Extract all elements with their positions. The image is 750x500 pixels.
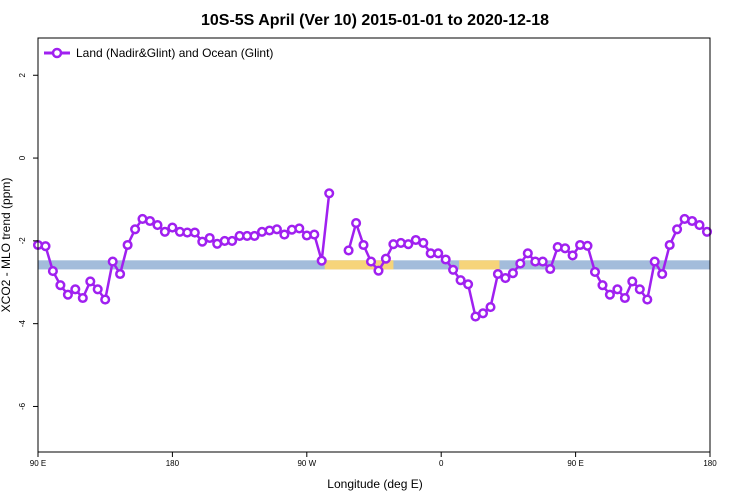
data-point (522, 248, 533, 259)
data-point (279, 229, 290, 240)
data-point (316, 255, 327, 266)
data-point (152, 220, 163, 231)
data-point (358, 239, 369, 251)
data-point (144, 215, 156, 227)
legend-label: Land (Nadir&Glint) and Ocean (Glint) (76, 46, 273, 60)
data-point (515, 258, 526, 269)
data-point (500, 273, 511, 284)
y-tick-label: 0 (18, 155, 27, 160)
data-point (365, 256, 377, 267)
data-point (589, 266, 601, 277)
x-tick-label: 90 W (297, 459, 316, 468)
data-point (380, 253, 391, 264)
data-point (560, 243, 571, 254)
data-point (115, 268, 126, 280)
data-point (694, 220, 705, 231)
data-point (657, 268, 668, 280)
data-point (77, 292, 88, 304)
data-point (40, 241, 51, 252)
data-point (130, 224, 141, 235)
data-point (197, 236, 208, 247)
data-point (649, 256, 660, 267)
legend-marker-swatch (51, 47, 63, 59)
data-point (612, 284, 623, 295)
data-point (455, 275, 466, 286)
data-point (294, 223, 305, 234)
data-point (343, 245, 354, 256)
data-point (309, 229, 320, 240)
data-point (227, 235, 238, 246)
data-point (249, 230, 260, 241)
y-tick-label: -2 (18, 237, 27, 245)
data-point (100, 294, 111, 305)
data-point (642, 294, 653, 305)
data-point (627, 276, 638, 287)
data-point (418, 237, 429, 248)
data-point (373, 265, 384, 276)
data-point (159, 226, 170, 237)
data-point (687, 215, 698, 227)
data-point (463, 279, 474, 290)
series-layer (32, 188, 713, 322)
chart-title: 10S-5S April (Ver 10) 2015-01-01 to 2020… (201, 12, 549, 29)
x-tick-label: 180 (166, 459, 180, 468)
x-tick-label: 0 (439, 459, 444, 468)
data-point (271, 224, 282, 235)
data-point (672, 224, 683, 235)
data-point (92, 284, 103, 295)
data-point (107, 256, 118, 267)
data-point (55, 280, 66, 291)
plot-frame (37, 37, 711, 453)
data-point (47, 266, 58, 277)
land-band-segment (459, 260, 500, 270)
data-point (204, 232, 215, 244)
data-point (507, 268, 518, 279)
data-point (604, 289, 615, 300)
data-point (122, 239, 133, 251)
y-tick-label: 2 (18, 72, 27, 77)
y-axis-label: XCO2 - MLO trend (ppm) (0, 178, 13, 313)
x-tick-label: 180 (703, 459, 717, 468)
y-tick-label: -6 (18, 402, 27, 410)
legend: Land (Nadir&Glint) and Ocean (Glint) (44, 46, 273, 60)
x-tick-label: 90 E (30, 459, 46, 468)
data-point (582, 240, 593, 251)
data-point (634, 284, 645, 295)
data-point (545, 263, 556, 275)
data-point (85, 276, 96, 287)
land-band-segment (324, 260, 394, 270)
data-point (567, 250, 578, 261)
data-point (440, 254, 451, 265)
data-point (477, 308, 489, 319)
data-point (597, 280, 608, 291)
x-axis-label: Longitude (deg E) (327, 477, 422, 491)
data-point (433, 248, 444, 259)
data-point (351, 218, 362, 229)
data-point (492, 268, 503, 280)
data-point (62, 289, 73, 300)
data-point (324, 188, 335, 199)
data-point (403, 239, 414, 250)
data-point (167, 222, 178, 233)
data-point (485, 302, 496, 313)
y-tick-label: -4 (18, 320, 27, 328)
axes: 90 E 180 90 W 0 90 E 180 2 0 -2 -4 -6 (18, 72, 717, 468)
data-point (448, 264, 459, 275)
data-point (701, 226, 713, 237)
x-tick-label: 90 E (567, 459, 583, 468)
data-point (537, 256, 548, 267)
data-point (189, 227, 200, 238)
data-point (619, 292, 630, 304)
data-point (70, 284, 81, 295)
data-point (664, 239, 675, 251)
